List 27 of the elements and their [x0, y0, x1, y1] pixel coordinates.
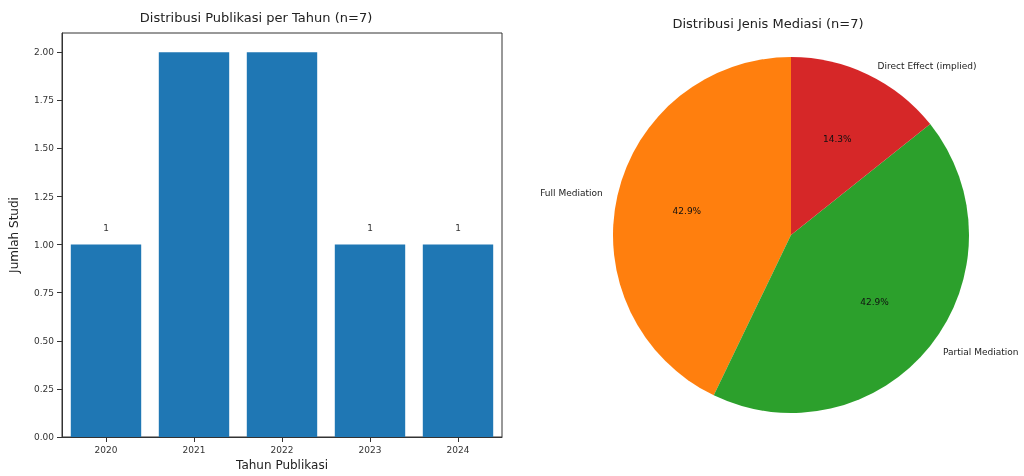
data-label: 42.9% [672, 206, 702, 217]
x-tick-label: 2024 [446, 444, 470, 455]
y-tick-label: 1.75 [33, 95, 54, 106]
y-tick-label: 0.50 [33, 335, 55, 346]
y-tick-label: 1.00 [33, 239, 55, 250]
y-axis-title: Jumlah Studi [7, 197, 21, 274]
slice-label: Partial Mediation [942, 347, 1019, 358]
slice-label: Full Mediation [540, 188, 603, 199]
x-axis-title: Tahun Publikasi [235, 458, 328, 472]
data-label: 1 [455, 223, 461, 234]
y-tick-label: 1.25 [33, 191, 54, 202]
chart-title: Distribusi Jenis Mediasi (n=7) [672, 16, 864, 31]
data-label: 14.3% [823, 133, 853, 144]
y-tick-label: 0.00 [33, 432, 55, 442]
data-label: 1 [103, 223, 109, 234]
y-tick-label: 0.75 [33, 287, 54, 298]
y-tick-label: 1.50 [33, 143, 55, 154]
x-tick-label: 2022 [270, 444, 294, 455]
data-label: 1 [367, 223, 373, 234]
y-tick-label: 2.00 [33, 47, 55, 58]
data-label: 42.9% [860, 296, 890, 307]
y-tick-label: 0.25 [33, 383, 54, 394]
x-tick-label: 2020 [94, 444, 118, 455]
x-tick-label: 2023 [358, 444, 382, 455]
chart-title: Distribusi Publikasi per Tahun (n=7) [139, 10, 373, 25]
slice-label: Direct Effect (implied) [877, 60, 977, 71]
x-tick-label: 2021 [182, 444, 206, 455]
